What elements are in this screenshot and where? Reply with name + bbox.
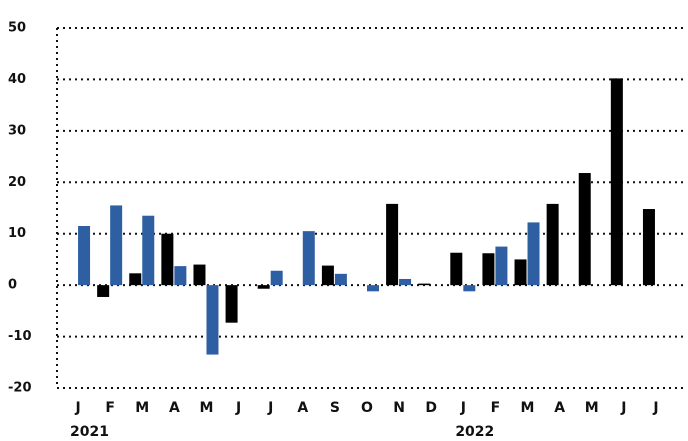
bar (495, 246, 508, 286)
x-tick-label: J (460, 400, 466, 416)
y-tick-label: 50 (8, 21, 26, 36)
bar (610, 78, 623, 286)
x-tick-label: J (74, 400, 80, 416)
bar (418, 283, 431, 286)
y-tick-label: -20 (8, 381, 32, 396)
year-label: 2022 (455, 424, 494, 440)
x-tick-label: D (425, 400, 437, 416)
x-tick-label: M (135, 400, 149, 416)
y-tick-label: 30 (8, 123, 26, 138)
x-tick-label: J (267, 400, 273, 416)
x-tick-label: S (330, 400, 340, 416)
bar (450, 252, 463, 286)
x-tick-label: A (169, 400, 180, 416)
bar (527, 222, 540, 286)
bar (321, 265, 334, 286)
bar (206, 285, 219, 355)
bar (642, 209, 655, 286)
x-tick-label: J (652, 400, 658, 416)
bar (161, 233, 174, 286)
bar (334, 273, 347, 286)
bar (546, 203, 559, 286)
bar (193, 264, 206, 286)
bar (270, 270, 283, 286)
bar (302, 231, 315, 286)
bar (482, 253, 495, 286)
bar (386, 203, 399, 286)
x-tick-label: M (585, 400, 599, 416)
x-tick-label: J (620, 400, 626, 416)
bar (110, 205, 123, 286)
y-tick-label: 40 (8, 72, 26, 87)
x-tick-label: J (235, 400, 241, 416)
y-tick-label: -10 (8, 329, 32, 344)
bar (174, 266, 187, 286)
x-tick-label: A (554, 400, 565, 416)
x-tick-label: M (200, 400, 214, 416)
x-tick-label: M (521, 400, 535, 416)
y-tick-label: 0 (8, 278, 17, 293)
x-tick-label: N (393, 400, 405, 416)
bar (225, 285, 238, 323)
x-tick-label: F (105, 400, 115, 416)
bar (97, 285, 110, 297)
bar (78, 226, 91, 286)
x-tick-label: O (361, 400, 373, 416)
bar (257, 285, 270, 289)
bar (578, 173, 591, 286)
bar (129, 273, 142, 286)
bar (514, 259, 527, 286)
bar (142, 215, 155, 286)
bar (463, 285, 476, 292)
year-label: 2021 (70, 424, 109, 440)
x-tick-label: A (297, 400, 308, 416)
y-tick-label: 10 (8, 226, 26, 241)
bar (367, 285, 379, 292)
y-tick-label: 20 (8, 175, 26, 190)
x-tick-label: F (491, 400, 501, 416)
bar (399, 278, 412, 286)
